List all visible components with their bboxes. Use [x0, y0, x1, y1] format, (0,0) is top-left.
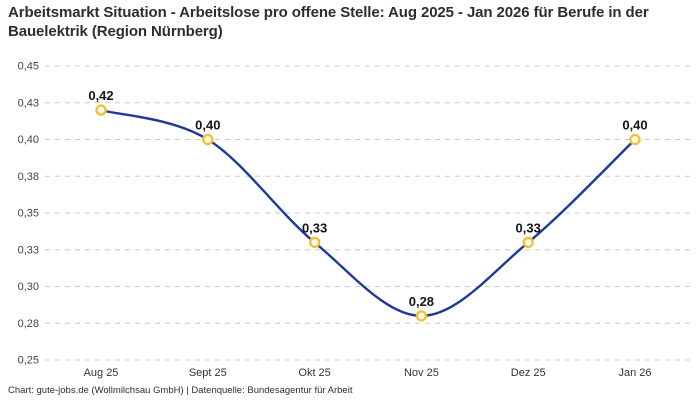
- data-point-label: 0,40: [622, 118, 647, 133]
- y-axis-tick-label: 0,45: [18, 61, 39, 73]
- y-axis-tick-label: 0,38: [18, 171, 39, 183]
- y-axis-tick-label: 0,43: [18, 97, 39, 109]
- data-point-marker: [629, 133, 641, 146]
- x-axis-tick-label: Dez 25: [511, 367, 546, 379]
- x-axis-tick-label: Jan 26: [618, 367, 651, 379]
- y-axis-tick-label: 0,30: [18, 281, 39, 293]
- data-point-label: 0,28: [409, 294, 434, 309]
- data-point-label: 0,42: [88, 88, 113, 103]
- data-point-marker: [202, 133, 214, 146]
- data-point-label: 0,40: [195, 118, 220, 133]
- data-point-label: 0,33: [516, 220, 541, 235]
- y-axis-tick-label: 0,28: [18, 318, 39, 330]
- y-axis-tick-label: 0,33: [18, 244, 39, 256]
- y-axis-tick-label: 0,35: [18, 208, 39, 220]
- data-point-marker: [415, 310, 428, 322]
- data-point-marker: [522, 236, 534, 249]
- y-axis-tick-label: 0,40: [18, 134, 39, 146]
- data-point-marker: [308, 236, 321, 249]
- chart-title: Arbeitsmarkt Situation - Arbeitslose pro…: [8, 4, 649, 40]
- x-axis-tick-label: Aug 25: [84, 367, 119, 379]
- x-axis-tick-label: Okt 25: [298, 367, 330, 379]
- x-axis-tick-label: Nov 25: [404, 367, 439, 379]
- y-axis-tick-label: 0,25: [18, 355, 39, 367]
- x-axis-tick-label: Sept 25: [189, 367, 227, 379]
- data-point-marker: [95, 104, 107, 116]
- data-point-label: 0,33: [302, 220, 327, 235]
- footer-credit: Chart: gute-jobs.de (Wollmilchsau GmbH) …: [8, 385, 353, 396]
